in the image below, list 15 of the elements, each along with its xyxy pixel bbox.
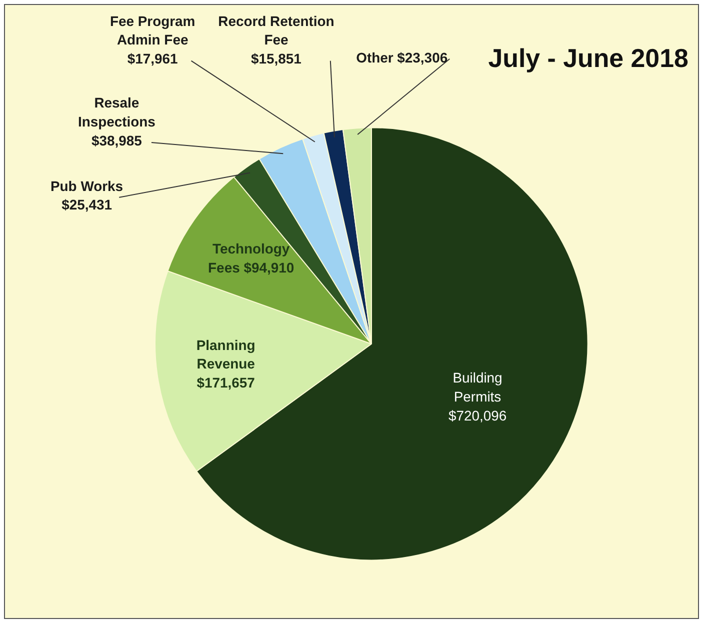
data-label: $38,985 [91,132,142,148]
data-label: $15,851 [251,50,302,67]
data-label: $25,431 [62,196,112,213]
slice-label: Technology Fees $94,910 [208,240,294,276]
slice-label: Planning Revenue [196,336,256,372]
slice-label: Pub Works [50,178,124,194]
data-label: $17,961 [127,50,178,67]
slice-label: Building Permits [452,370,502,405]
text: July - June 2018 [488,44,688,73]
slice-label: Record Retention Fee [218,12,334,48]
data-label: $171,657 [196,374,256,391]
slice-label: Resale Inspections [78,94,156,130]
slice-label: Other $23,306 [356,50,448,66]
slice-label: Fee Program Admin Fee [110,12,196,48]
data-label: $720,096 [448,408,507,424]
